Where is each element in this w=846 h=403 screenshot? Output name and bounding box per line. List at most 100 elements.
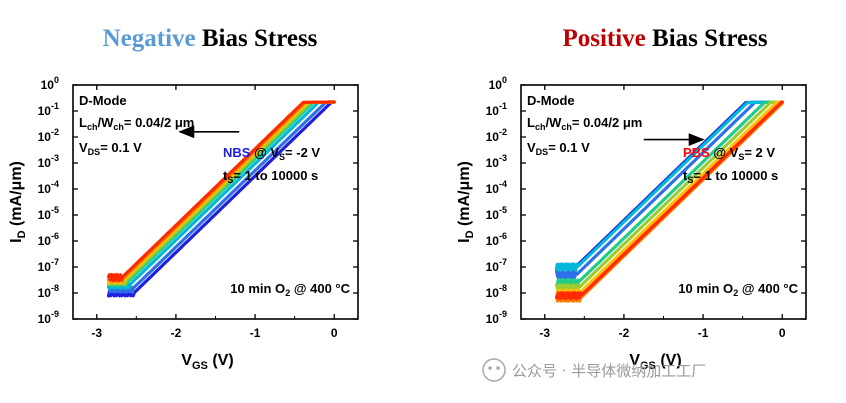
chart-title: Positive Bias Stress bbox=[562, 25, 767, 52]
y-tick-label: 100 bbox=[489, 75, 507, 92]
geometry-label: Lch/Wch= 0.04/2 μm bbox=[527, 115, 642, 132]
y-tick-base: 10 bbox=[38, 286, 52, 300]
y-tick-exponent: -2 bbox=[51, 127, 59, 137]
geo-value: = 0.04/2 μm bbox=[572, 115, 642, 130]
title-highlight: Positive bbox=[562, 25, 645, 52]
stress-value: = -2 V bbox=[285, 145, 320, 160]
y-axis-label: ID (mA/μm) bbox=[8, 161, 28, 243]
stress-sub: S bbox=[279, 152, 285, 162]
y-tick-exponent: -8 bbox=[51, 283, 59, 293]
series-line bbox=[555, 100, 784, 298]
x-label-main: V bbox=[629, 352, 640, 369]
y-tick-label: 100 bbox=[41, 75, 59, 92]
y-tick-exponent: -9 bbox=[499, 309, 507, 319]
watermark: 公众号 · 半导体微纳加工工厂 bbox=[482, 358, 706, 382]
anneal-label: 10 min O2 @ 400 °C bbox=[678, 281, 798, 298]
y-tick-exponent: -5 bbox=[51, 205, 59, 215]
geo-w-sub: ch bbox=[113, 122, 124, 132]
x-tick-label: -1 bbox=[698, 326, 709, 340]
y-tick-label: 10-6 bbox=[486, 231, 507, 248]
y-tick-label: 10-1 bbox=[486, 101, 507, 118]
anneal-label: 10 min O2 @ 400 °C bbox=[230, 281, 350, 298]
time-t: t bbox=[223, 168, 228, 183]
vds-v: V bbox=[79, 140, 88, 155]
series-line bbox=[555, 100, 784, 293]
y-tick-base: 10 bbox=[41, 78, 55, 92]
y-tick-exponent: -6 bbox=[499, 231, 507, 241]
series-line bbox=[555, 100, 784, 301]
y-label-sub: D bbox=[464, 230, 476, 238]
title-rest: Bias Stress bbox=[646, 25, 768, 52]
y-tick-exponent: 0 bbox=[502, 75, 507, 85]
y-axis-label: ID (mA/μm) bbox=[456, 161, 476, 243]
time-label: tS= 1 to 10000 s bbox=[683, 168, 778, 185]
y-tick-label: 10-7 bbox=[38, 257, 59, 274]
y-tick-exponent: -7 bbox=[51, 257, 59, 267]
series-line bbox=[107, 100, 336, 286]
x-tick-label: -1 bbox=[250, 326, 261, 340]
geo-l-sub: ch bbox=[87, 122, 98, 132]
anneal-pre: 10 min O bbox=[678, 281, 733, 296]
y-label-unit: (mA/μm) bbox=[8, 161, 25, 230]
y-tick-base: 10 bbox=[38, 182, 52, 196]
geo-w-sub: ch bbox=[561, 122, 572, 132]
geo-value: = 0.04/2 μm bbox=[124, 115, 194, 130]
title-rest: Bias Stress bbox=[196, 25, 318, 52]
vds-label: VDS= 0.1 V bbox=[79, 140, 142, 157]
y-tick-label: 10-3 bbox=[38, 153, 59, 170]
y-tick-base: 10 bbox=[38, 156, 52, 170]
y-tick-base: 10 bbox=[38, 260, 52, 274]
y-tick-exponent: -7 bbox=[499, 257, 507, 267]
x-tick-label: -2 bbox=[619, 326, 630, 340]
mode-label: D-Mode bbox=[527, 93, 575, 108]
y-tick-base: 10 bbox=[38, 130, 52, 144]
pbs-chart-panel: Positive Bias Stress-3 -2 -1 010010-110-210… bbox=[456, 25, 807, 372]
time-sub: S bbox=[227, 175, 233, 185]
y-tick-exponent: -3 bbox=[51, 153, 59, 163]
y-label-main: I bbox=[8, 238, 25, 242]
y-tick-base: 10 bbox=[486, 104, 500, 118]
y-tick-base: 10 bbox=[486, 130, 500, 144]
series-line bbox=[555, 100, 784, 280]
y-tick-label: 10-8 bbox=[486, 283, 507, 300]
y-tick-base: 10 bbox=[38, 234, 52, 248]
x-axis-label: VGS (V) bbox=[181, 352, 233, 372]
series-line bbox=[555, 100, 784, 288]
y-label-main: I bbox=[456, 238, 473, 242]
y-tick-exponent: -4 bbox=[51, 179, 59, 189]
y-tick-label: 10-4 bbox=[38, 179, 59, 196]
vds-value: = 0.1 V bbox=[548, 140, 590, 155]
y-tick-base: 10 bbox=[486, 312, 500, 326]
series-line bbox=[107, 100, 336, 294]
y-tick-exponent: -3 bbox=[499, 153, 507, 163]
vds-v: V bbox=[527, 140, 536, 155]
stress-label: NBS @ VS= -2 V bbox=[223, 145, 320, 162]
series-line bbox=[107, 100, 336, 298]
time-label: tS= 1 to 10000 s bbox=[223, 168, 318, 185]
y-tick-exponent: -2 bbox=[499, 127, 507, 137]
stress-value: = 2 V bbox=[744, 145, 775, 160]
geo-l: L bbox=[79, 115, 87, 130]
anneal-sub: 2 bbox=[733, 288, 738, 298]
series-group bbox=[555, 100, 784, 303]
y-tick-label: 10-2 bbox=[486, 127, 507, 144]
anneal-sub: 2 bbox=[285, 288, 290, 298]
wechat-icon bbox=[482, 358, 506, 382]
y-tick-label: 10-8 bbox=[38, 283, 59, 300]
stress-label: PBS @ VS= 2 V bbox=[683, 145, 775, 162]
x-axis-label: VGS (V) bbox=[629, 352, 681, 372]
y-tick-base: 10 bbox=[38, 208, 52, 222]
vds-sub: DS bbox=[88, 147, 101, 157]
geometry-label: Lch/Wch= 0.04/2 μm bbox=[79, 115, 194, 132]
y-tick-base: 10 bbox=[486, 260, 500, 274]
stress-name: PBS bbox=[683, 145, 710, 160]
y-tick-base: 10 bbox=[489, 78, 503, 92]
title-highlight: Negative bbox=[103, 25, 196, 52]
geo-l-sub: ch bbox=[535, 122, 546, 132]
x-tick-label: -3 bbox=[539, 326, 550, 340]
y-tick-label: 10-1 bbox=[38, 101, 59, 118]
stress-at: @ V bbox=[250, 145, 279, 160]
stress-name: NBS bbox=[223, 145, 251, 160]
x-label-sub: GS bbox=[640, 360, 656, 372]
